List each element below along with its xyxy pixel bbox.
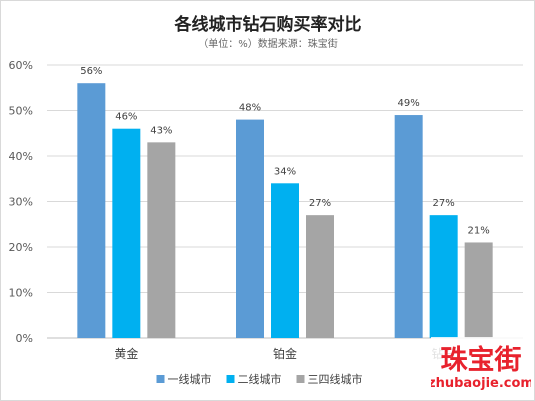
bar (77, 83, 106, 338)
y-tick-label: 40% (9, 150, 33, 163)
x-tick-label: 铂金 (273, 346, 297, 361)
bar-data-label: 34% (274, 166, 296, 177)
bar (464, 242, 493, 338)
bar (394, 115, 423, 338)
legend-swatch (156, 375, 165, 383)
watermark-logo-text: 珠宝街 (441, 344, 522, 376)
chart-subtitle: （单位：%）数据来源：珠宝街 (198, 37, 338, 50)
y-tick-label: 50% (9, 105, 33, 118)
x-axis: 黄金铂金钻石 (114, 346, 455, 361)
x-tick-label: 黄金 (114, 346, 138, 361)
bar-data-label: 48% (239, 103, 261, 114)
bar (236, 119, 264, 338)
legend-label: 三四线城市 (308, 372, 363, 386)
bar-data-label: 27% (433, 198, 455, 209)
legend-label: 一线城市 (168, 372, 212, 386)
y-tick-label: 0% (16, 332, 33, 345)
bar-data-label: 27% (309, 198, 331, 209)
bar (306, 215, 334, 338)
bar (112, 128, 141, 338)
legend: 一线城市 二线城市 三四线城市 (156, 372, 363, 386)
y-tick-label: 60% (9, 59, 33, 72)
y-tick-label: 20% (9, 241, 33, 254)
chart-title: 各线城市钻石购买率对比 (174, 14, 362, 35)
y-tick-label: 30% (9, 196, 33, 209)
bar-data-label: 46% (115, 112, 137, 123)
bar (271, 183, 299, 338)
bar-labels: 56% 46% 43% 48% 34% 27% 49% 27% 21% (80, 66, 490, 236)
watermark-url-text: zhubaojie.com (431, 376, 531, 391)
legend-swatch (226, 375, 235, 383)
bar-data-label: 21% (468, 225, 490, 236)
legend-swatch (296, 375, 305, 383)
legend-label: 二线城市 (238, 372, 282, 386)
bar-data-label: 49% (398, 98, 420, 109)
bars (77, 83, 493, 338)
bar (147, 142, 176, 338)
y-axis: 0% 10% 20% 30% 40% 50% 60% (9, 59, 33, 345)
watermark-logo: 珠宝街 zhubaojie.com (428, 337, 534, 397)
y-tick-label: 10% (9, 287, 33, 300)
bar-data-label: 43% (150, 125, 172, 136)
bar (429, 215, 458, 338)
bar-data-label: 56% (80, 66, 102, 77)
